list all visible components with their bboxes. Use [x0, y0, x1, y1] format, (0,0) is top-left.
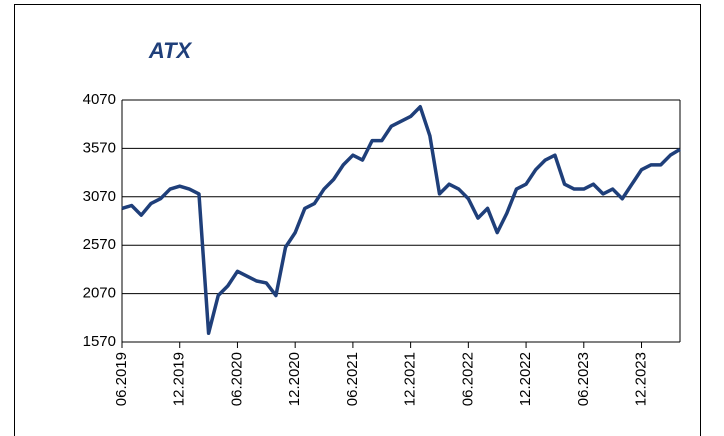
- x-tick-label: 06.2023: [575, 352, 592, 406]
- x-tick-label: 12.2019: [171, 352, 188, 406]
- series-line: [121, 105, 681, 336]
- frame: [14, 4, 701, 436]
- y-tick-label: 2070: [83, 285, 116, 302]
- y-tick-label: 3070: [83, 188, 116, 205]
- x-tick-label: 06.2020: [228, 352, 245, 406]
- x-tick-label: 06.2021: [344, 352, 361, 406]
- x-tick-label: 12.2022: [517, 352, 534, 406]
- x-tick-label: 12.2020: [286, 352, 303, 406]
- x-tick-label: 12.2023: [632, 352, 649, 406]
- x-tick-label: 12.2021: [402, 352, 419, 406]
- y-tick-label: 3570: [83, 139, 116, 156]
- x-tick-label: 06.2019: [113, 352, 130, 406]
- chart-title: ATX: [148, 38, 193, 63]
- y-tick-label: 1570: [83, 333, 116, 350]
- y-tick-label: 4070: [83, 91, 116, 108]
- x-tick-label: 06.2022: [459, 352, 476, 406]
- y-tick-label: 2570: [83, 236, 116, 253]
